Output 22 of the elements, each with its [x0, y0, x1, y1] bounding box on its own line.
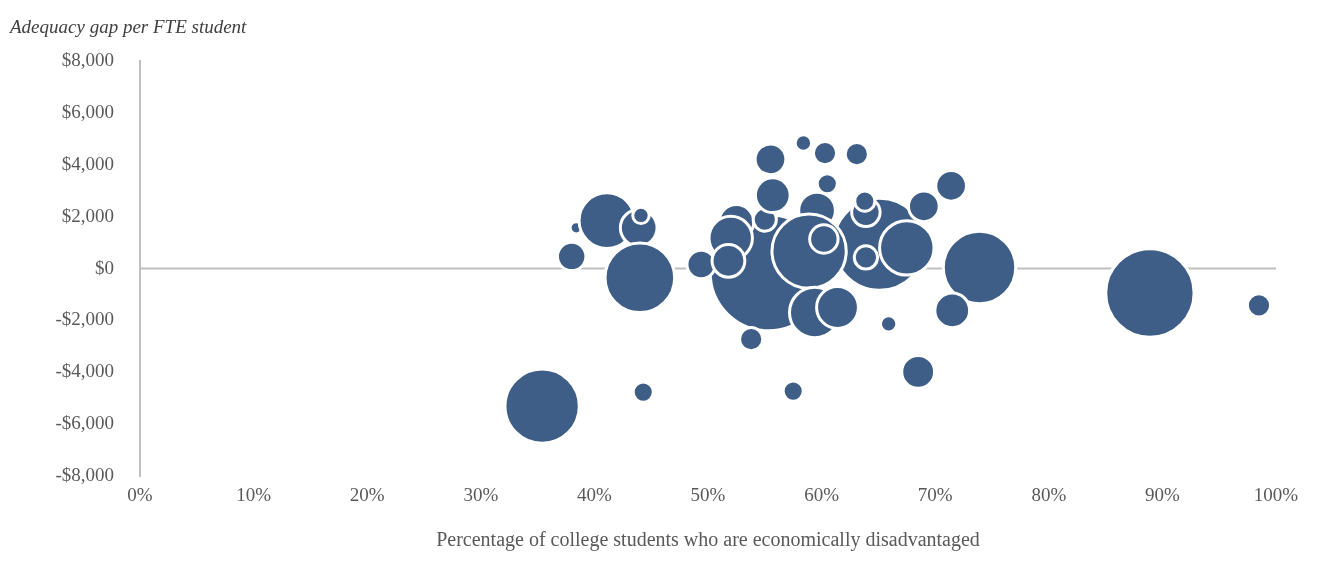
- x-tick-label: 30%: [463, 483, 499, 505]
- y-tick-label: $2,000: [61, 204, 114, 226]
- x-tick-label: 50%: [690, 483, 726, 505]
- y-tick-label: -$6,000: [55, 412, 114, 434]
- y-tick-label: $8,000: [61, 48, 114, 70]
- x-tick-label: 0%: [127, 483, 153, 505]
- x-tick-label: 60%: [804, 483, 840, 505]
- x-tick-label: 90%: [1144, 483, 1180, 505]
- x-tick-label: 20%: [349, 483, 385, 505]
- y-tick-label: -$2,000: [55, 308, 114, 330]
- x-tick-label: 70%: [917, 483, 953, 505]
- y-tick-label: $0: [95, 256, 114, 278]
- x-tick-label: 10%: [236, 483, 272, 505]
- y-tick-label: -$8,000: [55, 464, 114, 486]
- x-axis-title: Percentage of college students who are economically disadvantaged: [436, 528, 980, 552]
- x-tick-label: 40%: [576, 483, 612, 505]
- x-tick-label: 80%: [1031, 483, 1067, 505]
- y-tick-label: $4,000: [61, 152, 114, 174]
- y-tick-label: -$4,000: [55, 360, 114, 382]
- y-tick-label: $6,000: [61, 100, 114, 122]
- x-tick-label: 100%: [1253, 483, 1299, 505]
- chart-title: Adequacy gap per FTE student: [8, 15, 248, 37]
